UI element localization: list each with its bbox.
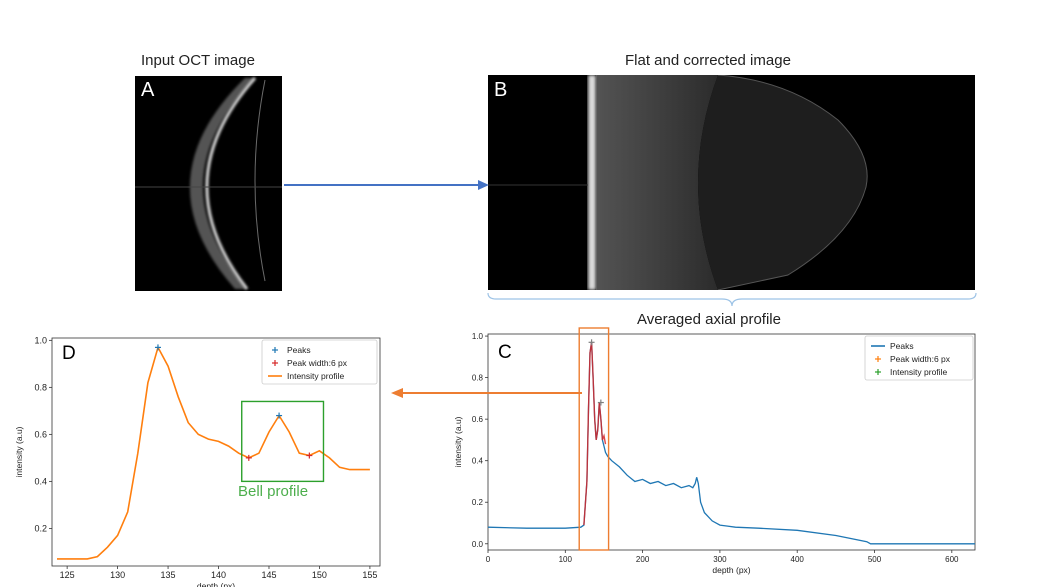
chart-d-ytick-label-3: 0.8 bbox=[34, 382, 47, 392]
chart-d-legend-swatch-1 bbox=[272, 360, 278, 366]
chart-d-ytick-label-4: 1.0 bbox=[34, 335, 47, 345]
chart-d-xtick-label-5: 150 bbox=[312, 570, 327, 580]
chart-c-peak-marker-1 bbox=[597, 399, 604, 406]
chart-d-xtick-label-3: 140 bbox=[211, 570, 226, 580]
chart-d-xtick-label-6: 155 bbox=[362, 570, 377, 580]
chart-c-ytick-label-5: 1.0 bbox=[472, 332, 484, 341]
chart-d-legend-label-2: Intensity profile bbox=[287, 371, 344, 381]
chart-c-ytick-label-0: 0.0 bbox=[472, 540, 484, 549]
chart-c-legend-label-2: Intensity profile bbox=[890, 367, 947, 377]
chart-c-xtick-label-2: 200 bbox=[636, 555, 650, 564]
chart-c-legend-label-1: Peak width:6 px bbox=[890, 354, 951, 364]
flat-corrected-drawing bbox=[488, 75, 868, 290]
chart-d-ytick-label-2: 0.6 bbox=[34, 429, 47, 439]
chart-c-xtick-label-1: 100 bbox=[559, 555, 573, 564]
chart-c-ytick-label-2: 0.4 bbox=[472, 457, 484, 466]
averaged-profile-label: Averaged axial profile bbox=[637, 311, 781, 328]
chart-d-xtick-label-2: 135 bbox=[161, 570, 176, 580]
bell-profile-box bbox=[241, 400, 325, 483]
chart-c-xtick-label-6: 600 bbox=[945, 555, 959, 564]
chart-c-ytick-label-1: 0.2 bbox=[472, 498, 484, 507]
chart-d-peak-marker-0 bbox=[154, 344, 161, 351]
flat-corrected-image bbox=[488, 75, 975, 290]
chart-d-ytick-label-0: 0.2 bbox=[34, 523, 47, 533]
chart-d-ylabel: intensity (a.u) bbox=[14, 426, 24, 477]
panel-d-letter: D bbox=[62, 343, 76, 364]
chart-d-width-marker-0 bbox=[245, 454, 252, 461]
panel-b-title: Flat and corrected image bbox=[625, 52, 791, 69]
chart-c: 0 100 200 300 400 500 600 0.0 0.2 0.4 0.6 0.8 1.0 dep… bbox=[453, 327, 976, 575]
chart-d-legend-label-0: Peaks bbox=[287, 345, 311, 355]
panel-c-letter: C bbox=[498, 342, 512, 363]
chart-d-frame bbox=[51, 337, 381, 567]
chart-c-peak-marker-0 bbox=[588, 339, 595, 346]
panel-a-title: Input OCT image bbox=[141, 52, 255, 69]
chart-d-series-line-0 bbox=[57, 345, 370, 560]
chart-d-ytick-label-1: 0.4 bbox=[34, 476, 47, 486]
chart-c-peak-highlight-line bbox=[583, 342, 607, 526]
arrow-c-to-d bbox=[391, 388, 582, 398]
chart-d: 125 130 135 140 145 150 155 0.2 0.4 0.6 0.8 1.0 dept… bbox=[14, 335, 381, 587]
input-oct-drawing bbox=[135, 77, 282, 290]
chart-c-ylabel: intensity (a.u) bbox=[453, 416, 463, 467]
panel-a-letter: A bbox=[141, 79, 155, 101]
chart-d-xtick-label-0: 125 bbox=[60, 570, 75, 580]
chart-c-frame bbox=[487, 333, 976, 551]
chart-c-legend-swatch-1 bbox=[875, 356, 881, 362]
peak-region-box bbox=[578, 327, 610, 551]
chart-d-peak-marker-1 bbox=[276, 412, 283, 419]
chart-d-legend bbox=[261, 339, 378, 385]
chart-c-legend-label-0: Peaks bbox=[890, 341, 914, 351]
input-oct-image bbox=[135, 76, 282, 291]
chart-d-xlabel: depth (px) bbox=[197, 581, 235, 587]
chart-d-legend-swatch-0 bbox=[272, 347, 278, 353]
chart-c-legend bbox=[864, 335, 974, 381]
chart-c-xtick-label-4: 400 bbox=[791, 555, 805, 564]
chart-c-xlabel: depth (px) bbox=[712, 565, 750, 575]
chart-c-xtick-label-0: 0 bbox=[486, 555, 491, 564]
chart-c-legend-swatch-2 bbox=[875, 369, 881, 375]
averaged-profile-brace bbox=[487, 292, 977, 307]
chart-c-ytick-label-3: 0.6 bbox=[472, 415, 484, 424]
chart-d-legend-label-1: Peak width:6 px bbox=[287, 358, 348, 368]
chart-d-width-marker-1 bbox=[306, 452, 313, 459]
arrow-a-to-b bbox=[284, 180, 489, 190]
chart-c-xtick-label-5: 500 bbox=[868, 555, 882, 564]
chart-d-xtick-label-4: 145 bbox=[261, 570, 276, 580]
chart-d-xtick-label-1: 130 bbox=[110, 570, 125, 580]
panel-b-letter: B bbox=[494, 79, 508, 101]
bell-profile-label: Bell profile bbox=[238, 483, 309, 500]
chart-c-xtick-label-3: 300 bbox=[713, 555, 727, 564]
chart-c-ytick-label-4: 0.8 bbox=[472, 374, 484, 383]
